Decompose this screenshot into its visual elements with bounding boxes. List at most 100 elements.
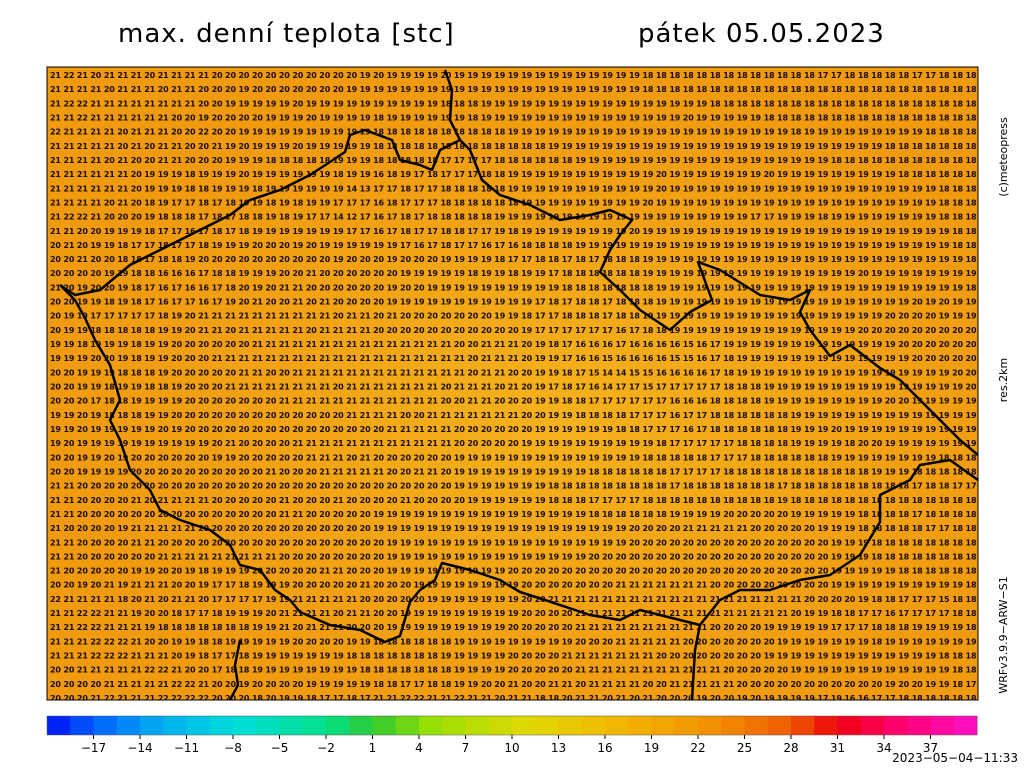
colorbar-swatch [209, 716, 234, 735]
timestamp: 2023−05−04−11:33 [892, 751, 1018, 765]
colorbar-swatch [163, 716, 187, 735]
grid-row: 21 21 21 21 20 21 20 20 21 21 20 20 20 1… [50, 156, 990, 165]
copyright: (c)meteopress [997, 117, 1010, 197]
colorbar-tick-label: 1 [369, 741, 377, 755]
colorbar-swatch [256, 716, 280, 735]
grid-row: 20 20 20 21 22 21 21 21 22 22 22 22 20 2… [50, 694, 990, 703]
colorbar-tick-label: 19 [644, 741, 659, 755]
colorbar-swatch [698, 716, 722, 735]
grid-row: 20 20 19 19 18 19 19 18 18 19 20 20 20 2… [50, 383, 990, 392]
colorbar-swatch [93, 716, 118, 735]
colorbar-swatch [233, 716, 257, 735]
colorbar-tick-label: 34 [876, 741, 891, 755]
region-border [443, 69, 462, 141]
colorbar-swatch [651, 716, 676, 735]
grid-row: 19 19 18 19 19 19 18 19 19 20 20 20 20 2… [50, 340, 990, 349]
colorbar-tick-label: 10 [504, 741, 519, 755]
grid-row: 22 21 21 21 21 20 21 21 21 20 20 22 20 2… [50, 128, 990, 137]
grid-row: 21 21 22 21 21 21 21 21 21 20 20 19 20 2… [50, 113, 990, 122]
grid-row: 21 22 22 21 20 20 20 19 18 18 18 17 18 1… [50, 213, 990, 222]
colorbar-swatch [558, 716, 583, 735]
colorbar-tick-label: 16 [597, 741, 612, 755]
colorbar-tick-label: −2 [317, 741, 335, 755]
colorbar-swatch [953, 716, 978, 735]
colorbar-swatch [581, 716, 606, 735]
grid-row: 21 21 21 22 22 22 21 21 21 20 19 18 17 1… [50, 652, 990, 661]
colorbar-swatch [488, 716, 513, 735]
grid-row: 21 21 21 22 22 22 21 20 20 19 19 18 18 1… [50, 637, 990, 646]
colorbar-tick-label: −17 [81, 741, 106, 755]
colorbar-swatch [419, 716, 443, 735]
colorbar-swatch [512, 716, 536, 735]
colorbar-swatch [674, 716, 699, 735]
colorbar-swatch [628, 716, 652, 735]
colorbar-swatch [302, 716, 327, 735]
grid-row: 21 21 22 22 21 21 19 20 20 18 17 17 18 1… [50, 609, 990, 618]
grid-row: 20 19 19 17 17 17 17 17 18 19 20 21 21 2… [50, 312, 990, 321]
grid-row: 21 21 20 20 20 20 21 21 20 20 20 20 20 2… [50, 538, 990, 547]
colorbar-swatch [326, 716, 350, 735]
colorbar-tick-label: −11 [174, 741, 199, 755]
colorbar-tick-label: 4 [415, 741, 423, 755]
grid-row: 20 20 19 19 19 19 20 20 20 20 20 20 20 2… [50, 467, 990, 476]
map-date: pátek 05.05.2023 [638, 19, 885, 49]
colorbar-swatch [814, 716, 838, 735]
grid-row: 19 19 20 19 19 19 19 19 20 19 20 20 20 2… [50, 425, 990, 434]
region-border [228, 639, 242, 700]
region-border [690, 624, 702, 700]
grid-row: 22 21 21 21 21 18 20 21 20 21 21 20 17 1… [50, 595, 990, 604]
colorbar-tick-label: −14 [127, 741, 152, 755]
country-border [59, 284, 978, 644]
grid-row: 21 21 20 20 20 20 20 20 21 21 21 21 21 2… [50, 552, 990, 561]
colorbar-swatch [395, 716, 420, 735]
grid-row: 21 22 22 21 21 21 21 21 21 21 21 20 20 1… [50, 99, 990, 108]
colorbar-swatch [884, 716, 908, 735]
colorbar: −17 −14 −11 −8 −5 −2 1 4 7 10 13 16 19 22 25 28 31 34 37 [47, 716, 978, 755]
colorbar-tick-label: 37 [923, 741, 938, 755]
colorbar-tick-label: 25 [737, 741, 752, 755]
colorbar-swatch [140, 716, 164, 735]
map-field [47, 67, 978, 700]
colorbar-frame [46, 715, 978, 736]
grid-row: 20 20 19 19 20 19 20 20 20 20 20 20 19 1… [50, 453, 990, 462]
colorbar-swatch [442, 716, 466, 735]
grid-row: 21 20 20 20 20 20 19 19 20 20 19 18 19 1… [50, 567, 990, 576]
colorbar-tick-label: 22 [690, 741, 705, 755]
colorbar-tick-label: −8 [224, 741, 242, 755]
grid-row: 20 20 19 20 21 19 21 21 21 20 20 19 17 1… [50, 581, 990, 590]
grid-row: 21 21 21 21 21 21 20 19 19 19 18 18 19 1… [50, 184, 990, 193]
grid-row: 21 21 21 21 21 21 20 19 19 19 18 19 19 1… [50, 170, 990, 179]
colorbar-swatch [116, 716, 141, 735]
colorbar-swatch [791, 716, 815, 735]
grid-row: 20 21 20 19 19 18 17 17 18 17 17 18 19 1… [50, 241, 990, 250]
colorbar-swatch [605, 716, 629, 735]
grid-row: 21 21 21 21 20 21 20 18 19 17 17 18 17 1… [50, 198, 990, 207]
grid-row: 20 20 19 19 18 19 18 17 16 17 17 16 17 1… [50, 298, 990, 307]
grid-row: 21 21 20 20 20 20 20 20 20 20 20 20 20 2… [50, 482, 990, 491]
colorbar-swatch [47, 716, 71, 735]
grid-row: 19 19 20 19 18 18 18 19 19 20 20 20 20 2… [50, 411, 990, 420]
colorbar-swatch [372, 716, 397, 735]
grid-row: 19 19 19 20 20 19 18 19 19 20 20 20 21 2… [50, 354, 990, 363]
grid-row: 21 21 20 20 19 19 19 18 17 17 16 17 18 1… [50, 227, 990, 236]
colorbar-swatch [767, 716, 792, 735]
grid-row: 20 20 19 19 19 18 18 18 19 20 20 20 20 2… [50, 368, 990, 377]
grid-row: 21 21 22 22 21 21 21 19 18 18 18 18 18 1… [50, 623, 990, 632]
colorbar-swatch [70, 716, 94, 735]
grid-row: 21 20 20 20 20 19 21 21 21 21 21 20 20 2… [50, 524, 990, 533]
grid-row: 20 19 19 18 18 18 18 18 19 19 20 21 21 2… [50, 326, 990, 335]
grid-row: 21 21 21 21 20 21 21 21 20 21 21 20 20 2… [50, 85, 990, 94]
colorbar-swatch [860, 716, 885, 735]
grid-row: 20 20 21 20 20 18 18 17 18 18 19 20 20 2… [50, 255, 990, 264]
grid-row: 20 20 21 21 21 21 21 22 22 21 20 20 17 1… [50, 666, 990, 675]
map-title: max. denní teplota [stc] [118, 19, 455, 49]
model-name: WRFv3.9.9−ARW−S1 [997, 576, 1010, 693]
colorbar-swatch [535, 716, 559, 735]
colorbar-swatch [837, 716, 862, 735]
colorbar-tick-label: 13 [551, 741, 566, 755]
borders [59, 69, 978, 700]
grid-row: 20 20 20 20 19 19 18 18 16 16 16 17 18 1… [50, 269, 990, 278]
resolution: res.2km [997, 358, 1010, 402]
